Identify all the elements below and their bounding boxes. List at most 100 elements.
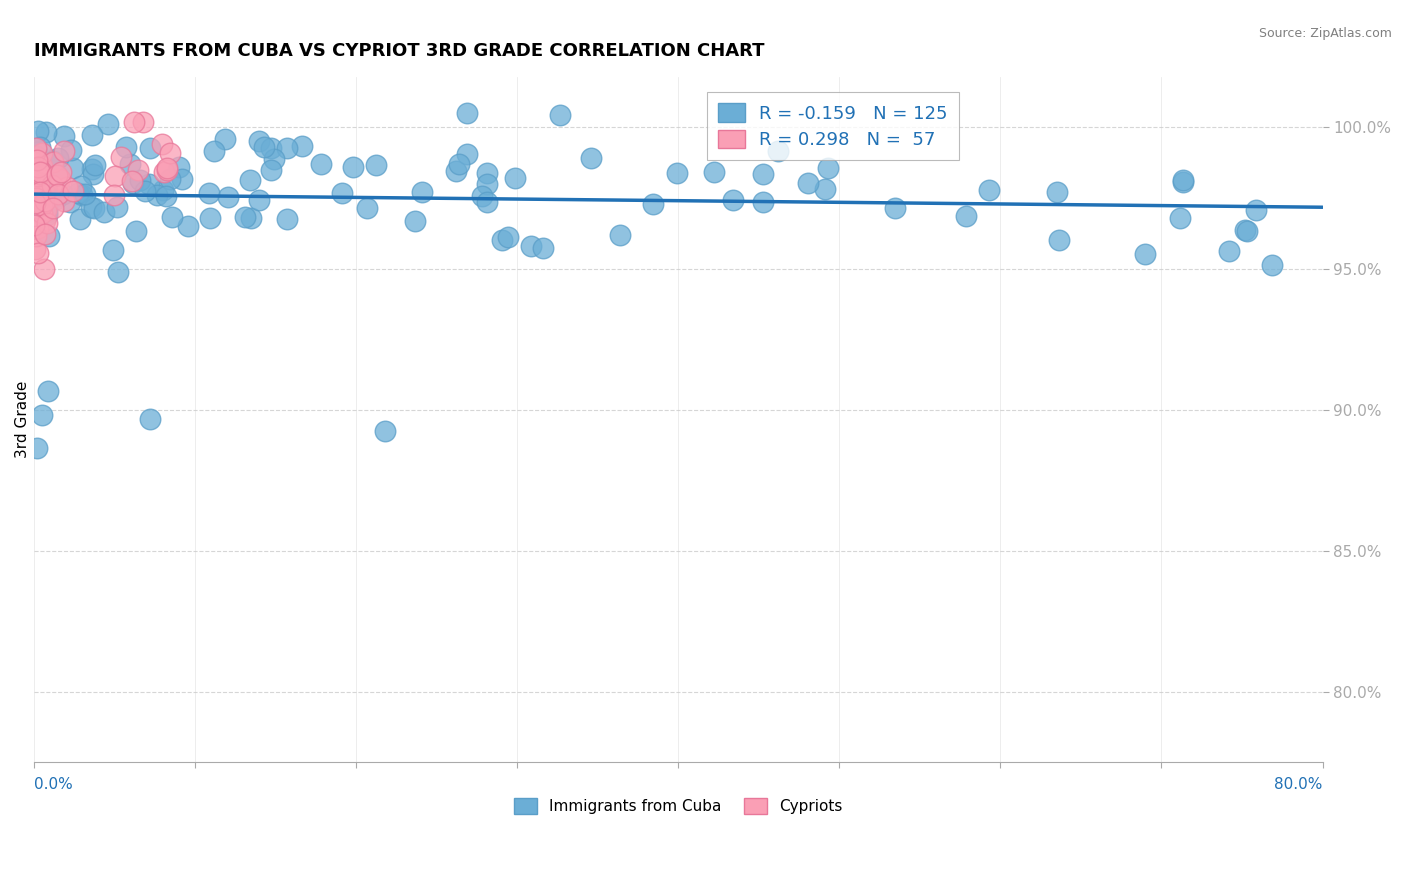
Point <box>35 216 58 230</box>
Point <box>160 210 183 224</box>
Point <box>22 219 45 233</box>
Point <box>34 185 56 199</box>
Point <box>703 165 725 179</box>
Point <box>153 165 176 179</box>
Point <box>177 219 200 234</box>
Point <box>260 141 283 155</box>
Point <box>342 160 364 174</box>
Point <box>53 144 76 158</box>
Point <box>30 185 52 199</box>
Point <box>411 185 433 199</box>
Point <box>548 108 571 122</box>
Point <box>721 193 744 207</box>
Point <box>332 186 354 200</box>
Point <box>34 227 56 242</box>
Point <box>93 205 115 219</box>
Point <box>82 128 104 142</box>
Point <box>444 163 467 178</box>
Point <box>129 173 152 187</box>
Point <box>62 185 84 199</box>
Point <box>52 129 75 144</box>
Point <box>214 132 236 146</box>
Point <box>217 189 239 203</box>
Point <box>955 209 977 223</box>
Point <box>456 147 478 161</box>
Point <box>249 134 271 148</box>
Point <box>66 186 89 200</box>
Point <box>1171 173 1194 187</box>
Point <box>28 175 51 189</box>
Point <box>25 190 48 204</box>
Point <box>37 384 59 398</box>
Point <box>276 141 298 155</box>
Point <box>139 141 162 155</box>
Point <box>579 151 602 165</box>
Point <box>55 180 77 194</box>
Point <box>260 163 283 178</box>
Y-axis label: 3rd Grade: 3rd Grade <box>15 381 30 458</box>
Point <box>121 176 143 190</box>
Point <box>150 137 173 152</box>
Point <box>31 198 53 212</box>
Point <box>31 159 53 173</box>
Point <box>447 157 470 171</box>
Point <box>156 161 179 175</box>
Point <box>25 141 48 155</box>
Point <box>817 161 839 175</box>
Point <box>25 229 48 244</box>
Point <box>38 228 60 243</box>
Point <box>156 163 179 178</box>
Point <box>35 202 58 217</box>
Point <box>796 176 818 190</box>
Point <box>27 441 49 455</box>
Point <box>503 171 526 186</box>
Point <box>49 165 72 179</box>
Point <box>32 261 55 276</box>
Point <box>666 166 689 180</box>
Point <box>121 174 143 188</box>
Point <box>471 189 494 203</box>
Point <box>35 202 58 216</box>
Point <box>73 186 96 201</box>
Point <box>24 203 46 218</box>
Point <box>30 140 52 154</box>
Point <box>34 213 56 227</box>
Point <box>83 158 105 172</box>
Point <box>1233 223 1256 237</box>
Point <box>200 211 222 226</box>
Point <box>45 168 67 182</box>
Point <box>1047 234 1070 248</box>
Point <box>105 200 128 214</box>
Point <box>27 246 49 260</box>
Point <box>32 180 55 194</box>
Point <box>27 178 49 193</box>
Point <box>27 187 49 202</box>
Point <box>475 195 498 210</box>
Point <box>107 265 129 279</box>
Point <box>138 177 160 191</box>
Point <box>239 211 262 225</box>
Point <box>27 160 49 174</box>
Point <box>768 144 790 158</box>
Point <box>1218 244 1240 258</box>
Text: Source: ZipAtlas.com: Source: ZipAtlas.com <box>1258 27 1392 40</box>
Point <box>263 152 285 166</box>
Point <box>1236 224 1258 238</box>
Point <box>31 408 53 422</box>
Point <box>59 143 82 157</box>
Point <box>62 161 84 176</box>
Point <box>977 184 1000 198</box>
Point <box>25 149 48 163</box>
Point <box>1244 203 1267 218</box>
Point <box>1173 175 1195 189</box>
Point <box>531 241 554 255</box>
Point <box>127 162 149 177</box>
Point <box>46 151 69 165</box>
Point <box>104 169 127 184</box>
Point <box>752 167 775 181</box>
Point <box>1046 186 1069 200</box>
Point <box>253 140 276 154</box>
Point <box>1260 258 1282 272</box>
Point <box>70 178 93 193</box>
Point <box>456 106 478 120</box>
